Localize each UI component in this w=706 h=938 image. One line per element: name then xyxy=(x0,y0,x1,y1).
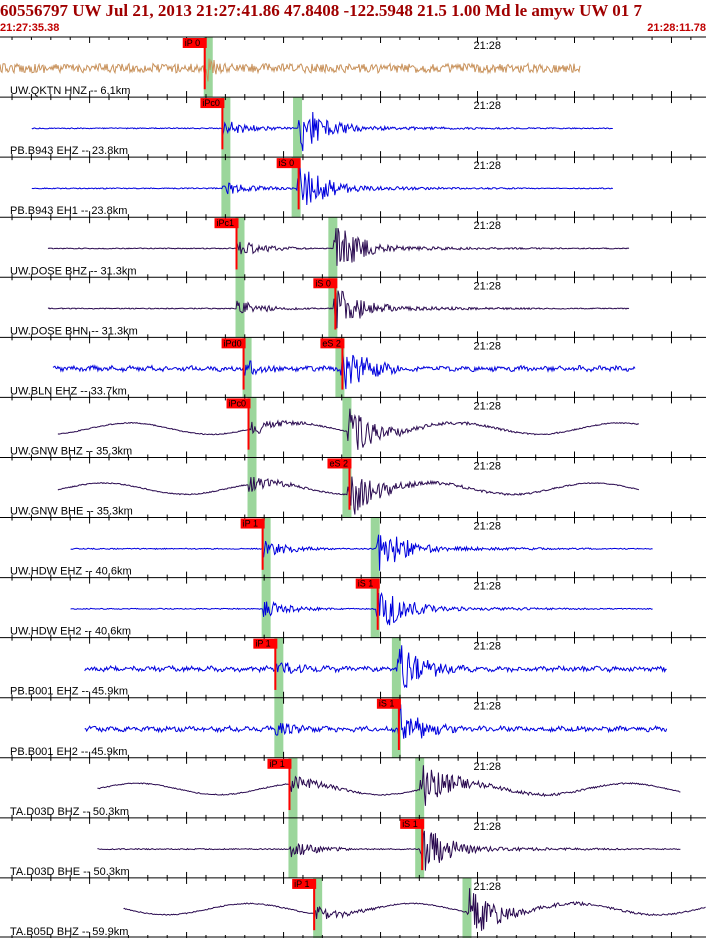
end-time-label: 21:28:11.78 xyxy=(647,22,706,34)
pick-flag xyxy=(253,638,278,649)
s-window xyxy=(391,637,401,698)
station-label: PB.B001 EH2 -- 45.9km xyxy=(10,746,127,758)
start-time-label: 21:27:35.38 xyxy=(0,22,60,34)
waveform xyxy=(84,645,667,689)
station-label: TA.D03D BHE -- 50.3km xyxy=(10,866,130,878)
pick-label: eS 2 xyxy=(329,458,348,468)
station-label: UW.BLN EHZ -- 33.7km xyxy=(10,385,127,397)
station-label: PB.B943 EHZ -- 23.8km xyxy=(10,145,128,157)
station-label: UW.DOSE BHN -- 31.3km xyxy=(10,325,138,337)
pick-label: iS 1 xyxy=(402,819,418,829)
station-label: UW.HDW EH2 -- 40.6km xyxy=(10,626,131,638)
pick-flag xyxy=(327,458,352,469)
pick-label: iPc0 xyxy=(229,398,247,408)
station-label: PB.B943 EH1 -- 23.8km xyxy=(10,205,127,217)
s-window xyxy=(370,577,380,638)
pick-flag xyxy=(182,38,207,48)
s-window xyxy=(462,877,472,938)
pick-label: iPc0 xyxy=(202,98,220,108)
pick-label: iP 1 xyxy=(294,879,309,889)
s-window xyxy=(415,817,425,878)
s-window xyxy=(342,457,352,518)
minute-label: 21:28 xyxy=(474,340,502,352)
waveform xyxy=(57,476,640,515)
p-window xyxy=(261,517,271,578)
waveform xyxy=(47,290,630,329)
minute-label: 21:28 xyxy=(474,400,502,412)
pick-label: iP 1 xyxy=(269,759,284,769)
minute-label: 21:28 xyxy=(474,761,502,773)
waveform xyxy=(47,227,630,266)
station-label: UW.GNW BHE -- 35.3km xyxy=(10,506,133,518)
pick-label: iS 1 xyxy=(358,579,374,589)
pick-label: iS 0 xyxy=(279,158,295,168)
pick-label: iS 1 xyxy=(379,699,395,709)
pick-flag xyxy=(214,218,239,229)
s-window xyxy=(370,517,380,578)
event-header: 60556797 UW Jul 21, 2013 21:27:41.86 47.… xyxy=(0,1,643,20)
pick-flag xyxy=(400,818,425,829)
station-label: PB.B001 EHZ -- 45.9km xyxy=(10,686,128,698)
pick-label: iPd0 xyxy=(224,338,242,348)
waveform xyxy=(70,534,653,571)
waveform xyxy=(52,354,636,390)
pick-flag xyxy=(320,338,345,349)
pick-flag xyxy=(221,338,246,349)
pick-flag xyxy=(276,158,301,169)
pick-flag xyxy=(313,278,338,289)
waveform xyxy=(70,591,653,626)
station-label: UW.QKTN HNZ -- 6.1km xyxy=(10,85,130,97)
minute-label: 21:28 xyxy=(474,160,502,172)
s-window xyxy=(335,337,345,398)
pick-label: iPc1 xyxy=(217,218,235,228)
waveform xyxy=(31,164,614,206)
minute-label: 21:28 xyxy=(474,701,502,713)
station-label: UW.DOSE BHZ -- 31.3km xyxy=(10,265,137,277)
waveform xyxy=(31,111,613,152)
minute-label: 21:28 xyxy=(474,521,502,533)
pick-flag xyxy=(240,518,265,529)
waveform xyxy=(123,888,706,931)
minute-label: 21:28 xyxy=(474,220,502,232)
pick-flag xyxy=(292,878,317,889)
station-label: UW.HDW EHZ -- 40.6km xyxy=(10,566,132,578)
station-label: TA.D03D BHZ -- 50.3km xyxy=(10,806,129,818)
pick-flag xyxy=(267,758,292,769)
pick-label: iP 0 xyxy=(185,38,200,48)
minute-label: 21:28 xyxy=(474,100,502,112)
minute-label: 21:28 xyxy=(474,460,502,472)
minute-label: 21:28 xyxy=(474,581,502,593)
pick-label: eS 2 xyxy=(322,338,341,348)
pick-label: iP 1 xyxy=(255,639,270,649)
station-label: UW.GNW BHZ -- 35.3km xyxy=(10,445,132,457)
waveform xyxy=(84,704,668,739)
pick-flag xyxy=(376,698,401,709)
waveform xyxy=(57,408,639,450)
minute-label: 21:28 xyxy=(474,40,502,52)
s-window xyxy=(291,157,301,218)
minute-label: 21:28 xyxy=(474,280,502,292)
minute-label: 21:28 xyxy=(474,821,502,833)
pick-flag xyxy=(355,578,380,589)
waveform xyxy=(97,765,681,806)
pick-label: iS 0 xyxy=(315,278,331,288)
minute-label: 21:28 xyxy=(474,641,502,653)
pick-label: iP 1 xyxy=(243,519,258,529)
waveform xyxy=(97,830,681,871)
pick-flag xyxy=(226,398,251,409)
pick-flag xyxy=(200,98,225,109)
p-window xyxy=(288,817,298,878)
waveform xyxy=(0,58,581,82)
station-label: TA.B05D BHZ -- 59.9km xyxy=(10,926,128,938)
minute-label: 21:28 xyxy=(474,881,502,893)
s-window xyxy=(342,397,352,458)
